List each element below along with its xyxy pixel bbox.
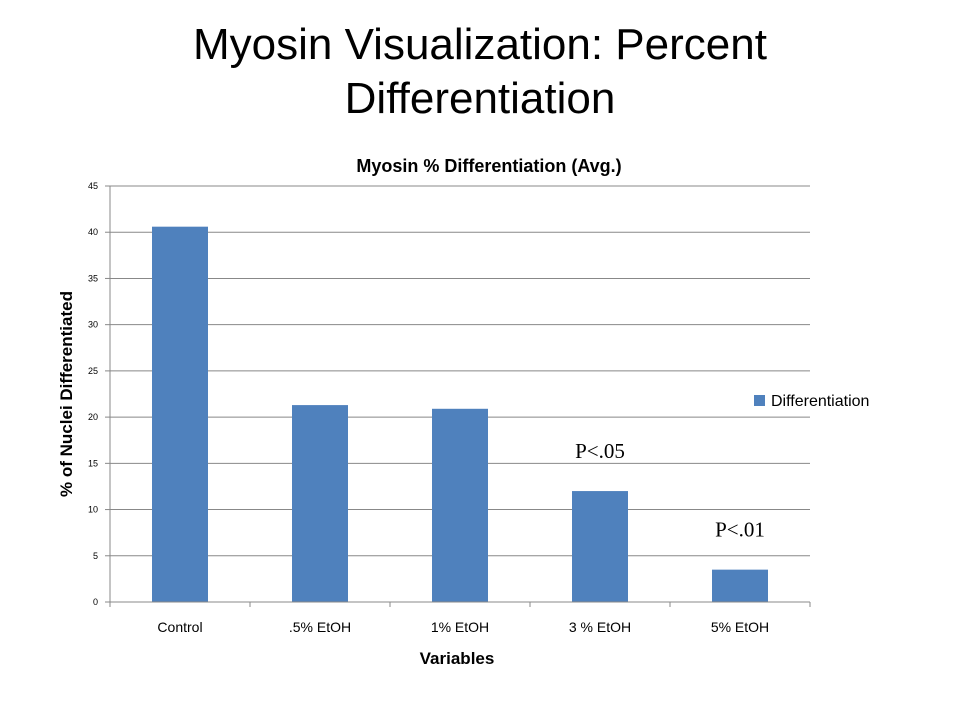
x-tick-label: 1% EtOH bbox=[431, 619, 489, 635]
chart-title: Myosin % Differentiation (Avg.) bbox=[356, 156, 621, 176]
y-tick-label: 30 bbox=[88, 320, 98, 330]
y-tick-label: 25 bbox=[88, 366, 98, 376]
legend-swatch bbox=[754, 395, 765, 406]
x-axis-label: Variables bbox=[420, 649, 495, 668]
axes bbox=[109, 186, 810, 603]
y-tick-label: 20 bbox=[88, 412, 98, 422]
bar bbox=[572, 491, 628, 602]
bar bbox=[292, 405, 348, 602]
y-tick-label: 0 bbox=[93, 597, 98, 607]
bar bbox=[432, 408, 488, 602]
significance-annotation: P<.05 bbox=[575, 439, 625, 463]
legend: Differentiation bbox=[754, 393, 869, 410]
bar bbox=[152, 226, 208, 603]
y-axis-label: % of Nuclei Differentiated bbox=[57, 291, 76, 497]
x-tick-labels: Control .5% EtOH 1% EtOH 3 % EtOH 5% EtOH bbox=[157, 619, 769, 635]
y-tick-labels: 0 5 10 15 20 25 30 35 40 45 bbox=[88, 181, 98, 607]
y-tick-label: 10 bbox=[88, 505, 98, 515]
significance-annotation: P<.01 bbox=[715, 518, 765, 542]
x-tick-label: 5% EtOH bbox=[711, 619, 769, 635]
bars bbox=[152, 226, 768, 603]
y-tick-label: 15 bbox=[88, 458, 98, 468]
x-tick-label: 3 % EtOH bbox=[569, 619, 631, 635]
bar bbox=[712, 569, 768, 602]
annotations: P<.05 P<.01 bbox=[575, 439, 765, 542]
y-tick-label: 40 bbox=[88, 227, 98, 237]
legend-label: Differentiation bbox=[771, 393, 869, 410]
x-tick-label: Control bbox=[157, 619, 202, 635]
x-tick-label: .5% EtOH bbox=[289, 619, 351, 635]
y-tick-label: 5 bbox=[93, 551, 98, 561]
y-tick-label: 35 bbox=[88, 273, 98, 283]
y-tick-label: 45 bbox=[88, 181, 98, 191]
slide-title: Myosin Visualization: Percent Differenti… bbox=[193, 20, 767, 123]
